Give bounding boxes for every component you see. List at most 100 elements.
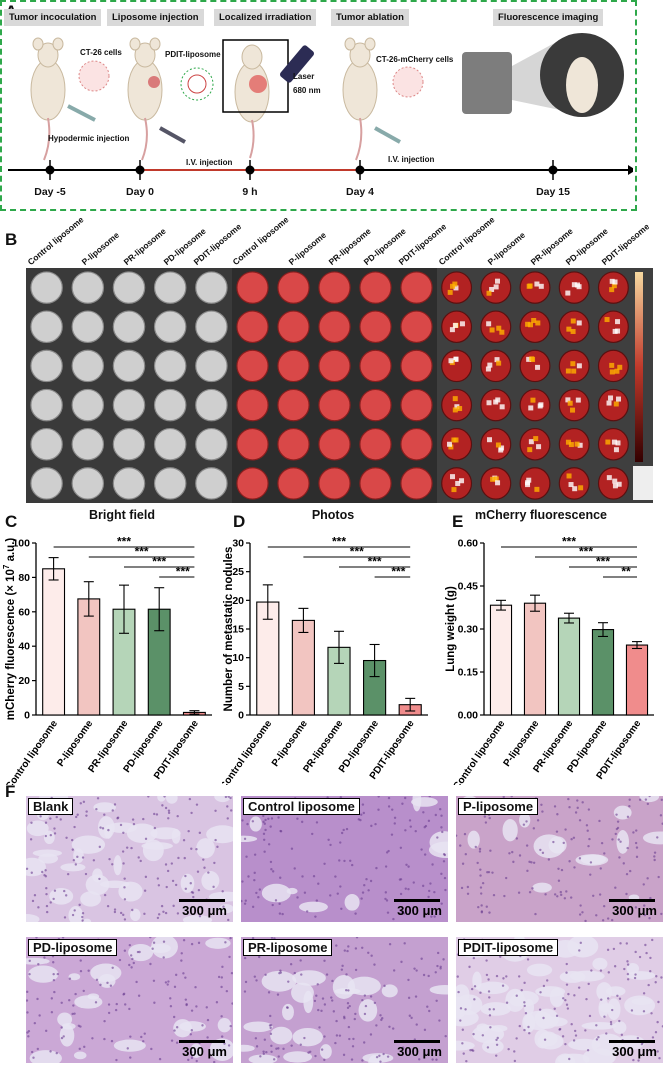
subtitle-bright-field: Bright field <box>89 508 155 522</box>
significance-mark: *** <box>176 565 190 579</box>
day-label-3: 9 h <box>242 186 258 198</box>
lung-sample <box>441 427 473 461</box>
y-axis-label: Lung weight (g) <box>445 586 457 672</box>
y-tick-label: 15 <box>232 624 244 636</box>
lung-sample <box>236 427 269 461</box>
mouse-icon-2 <box>127 37 163 161</box>
x-tick-label: P-liposome <box>55 718 95 769</box>
lung-sample <box>277 349 310 383</box>
x-tick-label: Control liposome <box>451 718 507 785</box>
significance-mark: *** <box>579 545 593 559</box>
col-header-bf-3: PR-liposome <box>121 225 168 267</box>
lung-sample <box>153 467 187 500</box>
y-tick-label: 25 <box>232 566 244 578</box>
histology-pdit: PDIT-liposome 300 μm <box>456 937 663 1063</box>
day-label-2: Day 0 <box>125 186 155 198</box>
photos-image <box>232 268 437 503</box>
y-tick-label: 0.45 <box>458 581 479 593</box>
ct26-mcherry-label: CT-26-mCherry cells <box>376 55 454 64</box>
scale-label: 300 μm <box>397 903 442 918</box>
lung-sample <box>558 310 590 344</box>
lung-sample <box>558 388 590 422</box>
day-label-5: Day 15 <box>536 186 570 198</box>
stage-label-1: Tumor incoculation <box>4 9 102 26</box>
lung-sample <box>359 349 392 383</box>
panel-label-b: B <box>5 230 18 249</box>
bar <box>591 629 615 716</box>
histology-label: PD-liposome <box>28 939 118 956</box>
lung-sample <box>277 271 310 304</box>
y-tick-label: 20 <box>232 595 244 607</box>
lung-sample <box>318 349 351 383</box>
x-tick-label: Control liposome <box>4 718 60 785</box>
lung-sample <box>30 349 63 383</box>
lung-sample <box>318 427 351 461</box>
lung-sample <box>519 467 551 500</box>
liposome-icon <box>180 67 214 101</box>
lung-sample <box>236 388 269 422</box>
y-axis-label: mCherry fluorescence (× 107 a.u.) <box>2 538 17 721</box>
lung-sample <box>400 349 433 383</box>
scale-bar <box>179 899 225 902</box>
day-label-1: Day -5 <box>34 186 66 198</box>
significance-mark: *** <box>117 535 131 549</box>
lung-sample <box>195 310 228 344</box>
bar <box>291 619 315 716</box>
y-tick-label: 80 <box>18 572 30 584</box>
lung-sample <box>236 271 269 304</box>
lung-sample <box>153 271 187 304</box>
panel-label-d: D <box>233 512 246 531</box>
lung-sample <box>318 271 351 304</box>
iv-injection-label-2: I.V. injection <box>388 155 435 164</box>
hypodermic-label: Hypodermic injection <box>48 134 130 143</box>
mouse-icon-3 <box>234 44 270 159</box>
significance-mark: *** <box>368 555 382 569</box>
col-header-bf-1: Control liposome <box>25 214 86 267</box>
iv-injection-label-1: I.V. injection <box>186 158 233 167</box>
y-tick-label: 0.00 <box>458 710 479 722</box>
scale-bar <box>394 899 440 902</box>
lung-sample <box>195 467 228 500</box>
lung-sample <box>400 427 433 461</box>
lung-sample <box>480 427 512 461</box>
day-label-4: Day 4 <box>345 186 375 198</box>
lung-sample <box>112 467 146 500</box>
col-header-fl-5: PDIT-liposome <box>599 221 652 267</box>
lung-sample <box>318 467 351 500</box>
laser-icon <box>280 45 314 83</box>
lung-sample <box>318 388 351 422</box>
lung-sample <box>359 388 392 422</box>
lung-sample <box>558 271 590 304</box>
y-tick-label: 5 <box>238 681 244 693</box>
lung-sample <box>277 427 310 461</box>
lung-sample <box>153 349 187 383</box>
significance-mark: *** <box>350 545 364 559</box>
lung-sample <box>400 388 433 422</box>
lung-sample <box>153 310 187 344</box>
lung-sample <box>153 427 187 461</box>
bar <box>557 617 581 716</box>
col-header-fl-2: P-liposome <box>485 229 528 267</box>
panel-label-f: F <box>5 782 16 801</box>
lung-sample <box>400 310 433 344</box>
lung-sample <box>277 467 310 500</box>
lung-sample <box>30 310 63 344</box>
bright-field-image <box>26 268 232 503</box>
y-tick-label: 30 <box>232 538 244 550</box>
ct26-label: CT-26 cells <box>80 48 122 57</box>
laser-wavelength-label: 680 nm <box>293 86 321 95</box>
cell-circle-icon <box>78 60 110 92</box>
histology-pr: PR-liposome 300 μm <box>241 937 448 1063</box>
bar <box>523 602 547 716</box>
significance-mark: ** <box>621 565 631 579</box>
lung-sample <box>195 271 228 304</box>
scale-bar <box>179 1040 225 1043</box>
histology-label: PR-liposome <box>243 939 333 956</box>
lung-sample <box>30 467 63 500</box>
histology-control: Control liposome 300 μm <box>241 796 448 922</box>
subtitle-photos: Photos <box>311 508 355 522</box>
lung-sample <box>236 349 269 383</box>
lung-sample <box>480 310 512 344</box>
lung-sample <box>112 349 146 383</box>
